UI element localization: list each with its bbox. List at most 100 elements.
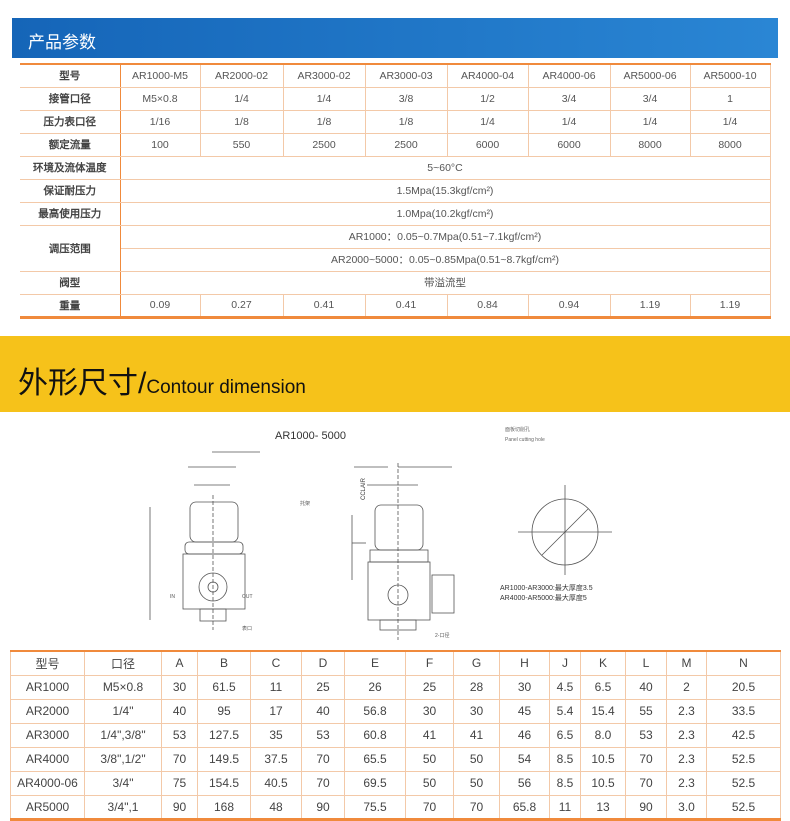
table-cell: 50 bbox=[405, 770, 454, 796]
table-cell: 550 bbox=[200, 132, 284, 157]
table-cell: 8000 bbox=[690, 132, 771, 157]
table-cell: AR5000 bbox=[10, 794, 85, 820]
table-cell: 53 bbox=[625, 722, 667, 748]
table-cell: AR2000 bbox=[10, 698, 85, 724]
table-cell: 8000 bbox=[610, 132, 691, 157]
brand-label: CCLAIR bbox=[361, 477, 367, 500]
column-header: H bbox=[499, 650, 550, 676]
table-cell: AR4000-06 bbox=[528, 63, 611, 88]
row-label: 最高使用压力 bbox=[20, 201, 121, 226]
table-cell: 1/4",3/8" bbox=[84, 722, 162, 748]
section-title-en: Contour dimension bbox=[146, 377, 306, 398]
column-header: E bbox=[344, 650, 406, 676]
row-label: 调压范围 bbox=[20, 224, 121, 272]
table-cell: 75.5 bbox=[344, 794, 406, 820]
table-row: 压力表口径 1/16 1/8 1/8 1/8 1/4 1/4 1/4 1/4 bbox=[20, 109, 771, 134]
table-cell: AR3000-03 bbox=[365, 63, 448, 88]
table-cell: 1/4" bbox=[84, 698, 162, 724]
table-cell: 1/16 bbox=[120, 109, 201, 134]
table-cell: 1/8 bbox=[283, 109, 366, 134]
table-cell: 8.5 bbox=[549, 746, 581, 772]
table-cell: AR4000 bbox=[10, 746, 85, 772]
table-row: 阀型 带溢流型 bbox=[20, 270, 771, 295]
section-header-dimension: 外形尺寸/Contour dimension bbox=[0, 336, 790, 412]
table-cell: 35 bbox=[250, 722, 302, 748]
table-header-row: 型号 口径 A B C D E F G H J K L M N bbox=[10, 650, 781, 676]
table-row: AR3000 1/4",3/8" 53 127.5 35 53 60.8 41 41 46 6.5 8… bbox=[10, 722, 781, 748]
table-cell: 56 bbox=[499, 770, 550, 796]
panel-label-cn: 面板切削孔 bbox=[505, 426, 530, 433]
table-cell: 1/8 bbox=[200, 109, 284, 134]
table-cell: 11 bbox=[549, 794, 581, 820]
table-row: AR4000 3/8",1/2" 70 149.5 37.5 70 65.5 50 50 54 8.… bbox=[10, 746, 781, 772]
table-cell: 52.5 bbox=[706, 746, 781, 772]
table-cell: 6.5 bbox=[580, 674, 626, 700]
table-cell: 28 bbox=[453, 674, 500, 700]
table-cell: 55 bbox=[625, 698, 667, 724]
table-cell: 60.8 bbox=[344, 722, 406, 748]
table-cell: 168 bbox=[197, 794, 251, 820]
table-cell: 3/8",1/2" bbox=[84, 746, 162, 772]
table-cell: AR2000~5000：0.05~0.85Mpa(0.51~8.7kgf/cm²… bbox=[120, 247, 771, 272]
table-cell: M5×0.8 bbox=[120, 86, 201, 111]
gauge-port-label: 表口 bbox=[242, 625, 252, 632]
table-row: 接管口径 M5×0.8 1/4 1/4 3/8 1/2 3/4 3/4 1 bbox=[20, 86, 771, 111]
table-cell: 75 bbox=[161, 770, 198, 796]
table-cell: 53 bbox=[301, 722, 345, 748]
table-cell: AR5000-06 bbox=[610, 63, 691, 88]
table-cell: 40 bbox=[625, 674, 667, 700]
dimension-table: 型号 口径 A B C D E F G H J K L M N AR1000 M5×0.8 30 61.5 11 25 2… bbox=[10, 650, 781, 821]
table-row: 保证耐压力 1.5Mpa(15.3kgf/cm²) bbox=[20, 178, 771, 203]
table-cell: 1.0Mpa(10.2kgf/cm²) bbox=[120, 201, 771, 226]
table-cell: 6.5 bbox=[549, 722, 581, 748]
column-header: 口径 bbox=[84, 650, 162, 676]
table-cell: 0.09 bbox=[120, 293, 201, 318]
table-cell: 127.5 bbox=[197, 722, 251, 748]
table-cell: 10.5 bbox=[580, 746, 626, 772]
column-header: D bbox=[301, 650, 345, 676]
table-cell: 65.8 bbox=[499, 794, 550, 820]
table-cell: 11 bbox=[250, 674, 302, 700]
column-header: B bbox=[197, 650, 251, 676]
table-cell: 69.5 bbox=[344, 770, 406, 796]
panel-label-en: Panel cutting hole bbox=[505, 437, 545, 443]
table-cell: 2.3 bbox=[666, 770, 707, 796]
table-cell: 70 bbox=[625, 746, 667, 772]
table-cell: AR1000：0.05~0.7Mpa(0.51~7.1kgf/cm²) bbox=[120, 224, 771, 249]
drawing-title: AR1000- 5000 bbox=[275, 430, 346, 442]
table-row: 最高使用压力 1.0Mpa(10.2kgf/cm²) bbox=[20, 201, 771, 226]
table-cell: 1.19 bbox=[690, 293, 771, 318]
table-cell: 2.3 bbox=[666, 746, 707, 772]
table-cell: 0.84 bbox=[447, 293, 529, 318]
table-cell: 1/8 bbox=[365, 109, 448, 134]
table-row: 调压范围 AR1000：0.05~0.7Mpa(0.51~7.1kgf/cm²) bbox=[20, 224, 771, 272]
table-cell: 3/4" bbox=[84, 770, 162, 796]
row-label: 压力表口径 bbox=[20, 109, 121, 134]
table-cell: 65.5 bbox=[344, 746, 406, 772]
table-cell: 3/8 bbox=[365, 86, 448, 111]
table-cell: 56.8 bbox=[344, 698, 406, 724]
table-cell: 40 bbox=[161, 698, 198, 724]
table-cell: 3/4 bbox=[528, 86, 611, 111]
table-cell: 6000 bbox=[528, 132, 611, 157]
table-cell: 1/4 bbox=[447, 109, 529, 134]
note-1: AR1000-AR3000:最大厚度3.5 bbox=[500, 583, 593, 592]
section-header-params: 产品参数 bbox=[12, 18, 778, 58]
table-cell: 1 bbox=[690, 86, 771, 111]
table-cell: 70 bbox=[301, 770, 345, 796]
table-cell: AR2000-02 bbox=[200, 63, 284, 88]
row-label: 环境及流体温度 bbox=[20, 155, 121, 180]
table-cell: 100 bbox=[120, 132, 201, 157]
front-view bbox=[149, 451, 260, 630]
table-cell: 15.4 bbox=[580, 698, 626, 724]
table-cell: 33.5 bbox=[706, 698, 781, 724]
table-cell: 10.5 bbox=[580, 770, 626, 796]
in-label: IN bbox=[170, 594, 175, 600]
table-cell: 41 bbox=[405, 722, 454, 748]
table-cell: 48 bbox=[250, 794, 302, 820]
table-cell: AR1000 bbox=[10, 674, 85, 700]
table-cell: 50 bbox=[405, 746, 454, 772]
table-cell: 90 bbox=[161, 794, 198, 820]
table-cell: 5.4 bbox=[549, 698, 581, 724]
row-label: 重量 bbox=[20, 293, 121, 318]
